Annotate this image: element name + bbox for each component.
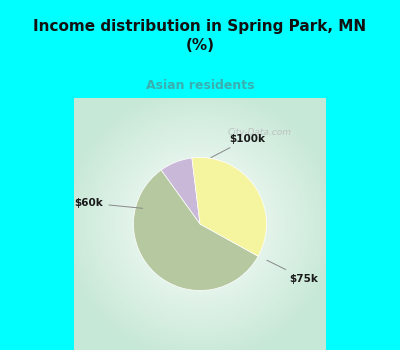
Wedge shape [161, 158, 200, 224]
Text: $60k: $60k [75, 198, 143, 208]
Text: City-Data.com: City-Data.com [228, 128, 292, 137]
Wedge shape [192, 158, 266, 256]
Wedge shape [134, 170, 258, 290]
Text: $100k: $100k [211, 134, 266, 158]
Text: $75k: $75k [267, 260, 318, 284]
Text: Asian residents: Asian residents [146, 79, 254, 92]
Text: Income distribution in Spring Park, MN
(%): Income distribution in Spring Park, MN (… [34, 19, 366, 52]
